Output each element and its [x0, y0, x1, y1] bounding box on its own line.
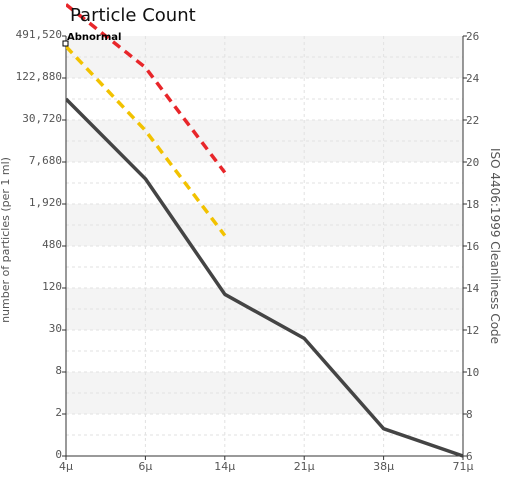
x-tick-label: 71μ	[453, 460, 474, 473]
x-tick-label: 6μ	[138, 460, 152, 473]
y2-axis-label: ISO 4406:1999 Cleanliness Code	[488, 148, 502, 344]
y2-tick-labels: 26 24 22 20 18 16 14 12 10 8 6	[466, 30, 480, 463]
y2-tick-label: 6	[466, 450, 473, 463]
x-tick-label: 38μ	[373, 460, 394, 473]
x-tick-label: 21μ	[294, 460, 315, 473]
y2-tick-label: 14	[466, 282, 480, 295]
y2-tick-label: 18	[466, 198, 479, 211]
grid-lines	[66, 36, 463, 456]
chart-title: Particle Count	[70, 5, 196, 26]
y2-tick-label: 10	[466, 366, 479, 379]
y-tick-label: 122,880	[15, 70, 62, 83]
y2-tick-label: 20	[466, 156, 479, 169]
y2-tick-label: 12	[466, 324, 479, 337]
y-tick-label: 120	[42, 280, 62, 293]
series-line-0	[66, 97, 464, 458]
axis-ticks	[62, 35, 467, 460]
x-tick-label: 4μ	[59, 460, 73, 473]
y2-tick-label: 16	[466, 240, 479, 253]
y2-tick-label: 26	[466, 30, 479, 43]
y-tick-label: 8	[55, 364, 62, 377]
y-tick-label: 2	[55, 406, 62, 419]
series-line-2	[66, 45, 227, 237]
y-tick-label: 30,720	[22, 112, 62, 125]
x-tick-labels: 4μ 6μ 14μ 21μ 38μ 71μ	[59, 460, 474, 473]
annotation-marker	[62, 40, 69, 47]
y-tick-label: 0	[55, 448, 62, 461]
series-line-1	[66, 3, 227, 174]
y-tick-label: 480	[42, 238, 62, 251]
y-tick-label: 30	[48, 322, 62, 335]
y-tick-label: 7,680	[28, 154, 62, 167]
y2-tick-label: 22	[466, 114, 479, 127]
y-tick-label: 1,920	[28, 196, 62, 209]
y-axis-label: number of particles (per 1 ml)	[0, 157, 12, 323]
series-lines	[66, 3, 464, 458]
y-tick-label: 491,520	[15, 28, 62, 41]
y2-tick-label: 8	[466, 408, 473, 421]
annotation-label: Abnormal	[67, 32, 121, 43]
y2-tick-label: 24	[466, 72, 480, 85]
x-tick-label: 14μ	[214, 460, 235, 473]
